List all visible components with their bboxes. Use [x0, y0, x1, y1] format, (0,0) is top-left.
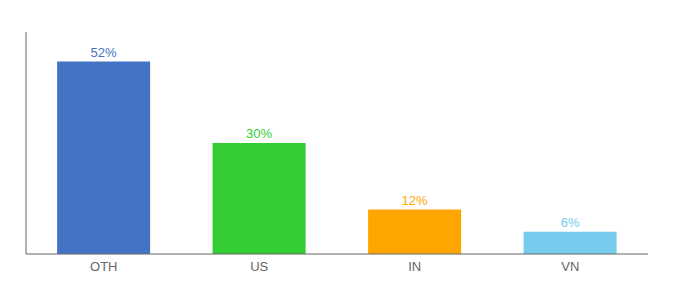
svg-text:US: US	[250, 259, 268, 274]
svg-text:52%: 52%	[91, 45, 117, 60]
svg-text:6%: 6%	[561, 215, 580, 230]
svg-text:12%: 12%	[402, 193, 428, 208]
svg-text:IN: IN	[408, 259, 421, 274]
svg-text:VN: VN	[561, 259, 579, 274]
svg-text:OTH: OTH	[90, 259, 117, 274]
svg-text:30%: 30%	[246, 126, 272, 141]
